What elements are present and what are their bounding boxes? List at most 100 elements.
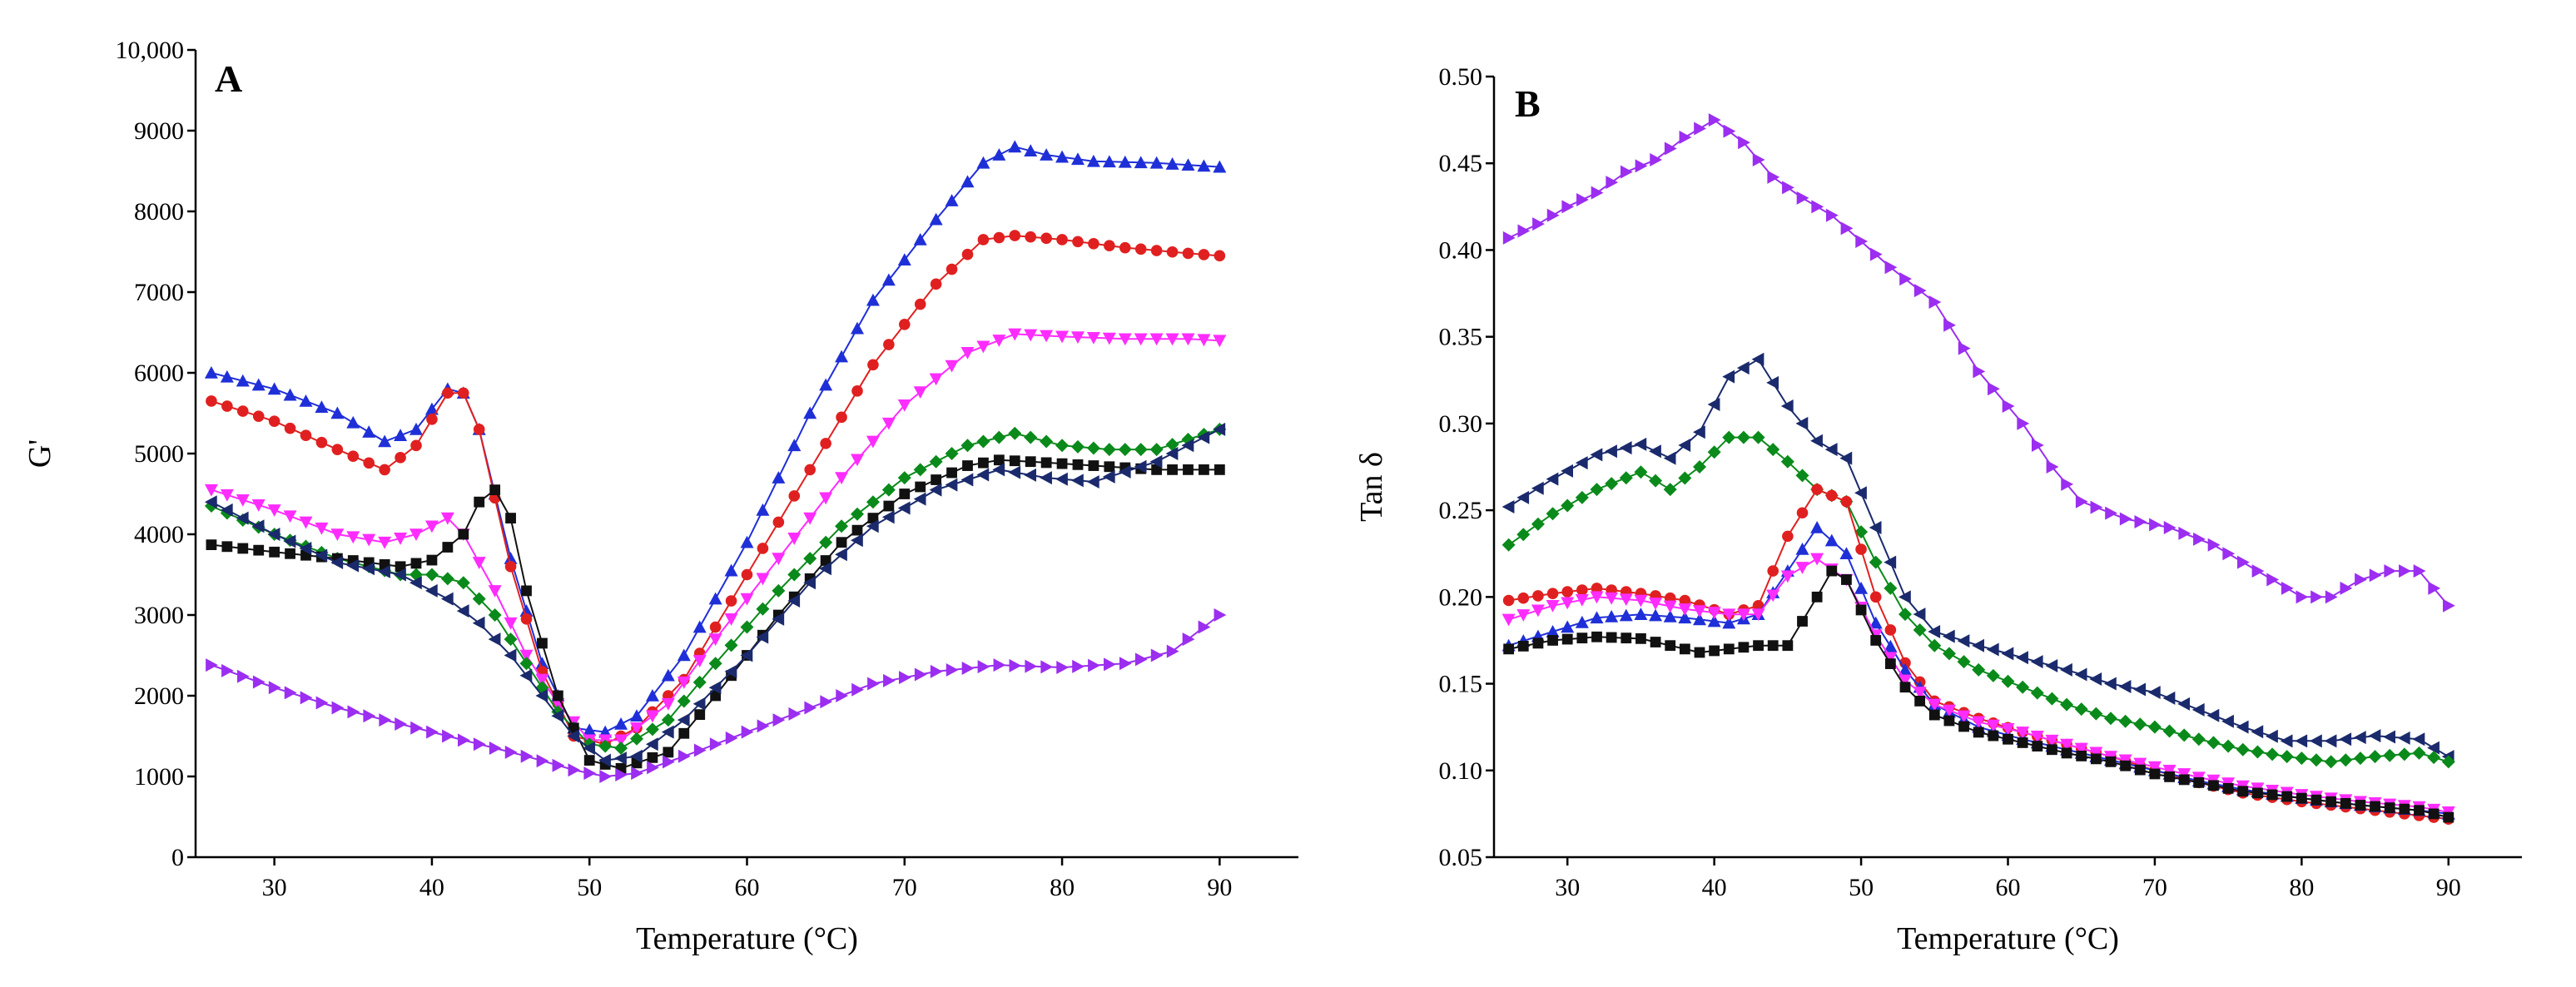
data-point — [787, 439, 802, 452]
data-point — [1826, 565, 1838, 577]
data-point — [2266, 729, 2278, 743]
data-point — [2016, 680, 2030, 694]
data-point — [2295, 751, 2309, 766]
data-point — [1824, 533, 1839, 547]
data-point — [1811, 200, 1824, 214]
data-point — [1972, 638, 1985, 652]
data-point — [2310, 794, 2322, 806]
data-point — [1575, 490, 1589, 504]
data-point — [1134, 652, 1148, 667]
data-point — [741, 568, 753, 581]
data-point — [1531, 517, 1545, 531]
data-point — [914, 298, 926, 310]
data-point — [836, 537, 847, 548]
data-point — [2119, 512, 2132, 526]
data-point — [362, 562, 375, 576]
data-point — [2208, 780, 2219, 791]
data-point — [1134, 459, 1147, 474]
data-point — [473, 424, 485, 435]
data-point — [2030, 655, 2043, 669]
data-point — [677, 677, 691, 689]
data-point — [1071, 474, 1084, 488]
data-point — [504, 617, 518, 630]
data-point — [1898, 590, 1911, 604]
data-point — [221, 663, 234, 677]
data-point — [283, 534, 296, 548]
data-point — [519, 668, 533, 682]
data-point — [708, 592, 722, 605]
data-point — [1722, 608, 1736, 622]
data-point — [1516, 490, 1530, 504]
data-point — [709, 621, 722, 633]
data-point — [283, 388, 297, 401]
data-point — [1810, 520, 1824, 533]
data-point — [1884, 652, 1898, 665]
data-point — [1561, 498, 1575, 513]
data-point — [1605, 609, 1619, 622]
data-point — [1810, 553, 1824, 566]
data-point — [804, 701, 817, 715]
data-point — [899, 489, 911, 499]
data-point — [992, 463, 1005, 477]
data-point — [661, 725, 674, 739]
data-point — [1988, 382, 2000, 396]
data-point — [1025, 231, 1037, 243]
data-point — [2340, 797, 2351, 809]
data-point — [787, 533, 802, 545]
data-point — [1516, 528, 1531, 542]
y-tick-label: 3000 — [134, 602, 184, 629]
data-point — [1620, 165, 1633, 179]
series-blue — [204, 140, 1227, 738]
data-point — [631, 766, 643, 781]
data-point — [1561, 633, 1573, 645]
data-point — [1605, 592, 1619, 605]
data-point — [1722, 616, 1736, 629]
data-point — [772, 516, 785, 528]
data-point — [945, 194, 959, 206]
data-point — [2105, 756, 2117, 767]
data-point — [2177, 697, 2191, 711]
data-point — [1884, 639, 1898, 652]
data-point — [677, 648, 691, 662]
data-point — [362, 425, 376, 438]
y-tick-label: 7000 — [134, 279, 184, 306]
data-point — [1516, 609, 1531, 622]
data-point — [945, 360, 959, 373]
data-point — [2427, 741, 2440, 755]
data-point — [2178, 774, 2190, 786]
data-point — [2353, 751, 2367, 766]
data-point — [378, 536, 392, 549]
data-point — [1086, 332, 1100, 345]
data-point — [1561, 200, 1575, 214]
y-tick-label: 0.05 — [1439, 844, 1483, 871]
data-point — [598, 739, 613, 753]
data-point — [851, 321, 864, 335]
data-point — [2045, 692, 2059, 706]
data-point — [1679, 130, 1692, 144]
data-point — [1780, 454, 1794, 469]
data-point — [1024, 329, 1038, 342]
data-point — [992, 430, 1006, 444]
data-point — [1972, 716, 1986, 729]
data-point — [694, 709, 706, 721]
data-point — [1024, 144, 1038, 157]
series-purple — [1502, 113, 2455, 613]
data-point — [488, 632, 501, 647]
data-point — [1767, 565, 1779, 577]
data-point — [520, 613, 533, 625]
data-point — [299, 516, 313, 529]
data-point — [1986, 719, 2000, 732]
data-point — [960, 439, 975, 453]
data-point — [663, 746, 674, 758]
data-point — [1532, 590, 1544, 602]
data-point — [236, 511, 249, 525]
data-point — [2281, 791, 2293, 802]
data-point — [692, 675, 707, 689]
data-point — [614, 751, 627, 766]
data-point — [1678, 438, 1691, 452]
series-purple — [206, 608, 1227, 783]
series-line-magenta — [211, 333, 1220, 741]
data-point — [914, 667, 927, 682]
data-point — [1796, 507, 1809, 519]
data-point — [1986, 642, 1999, 657]
